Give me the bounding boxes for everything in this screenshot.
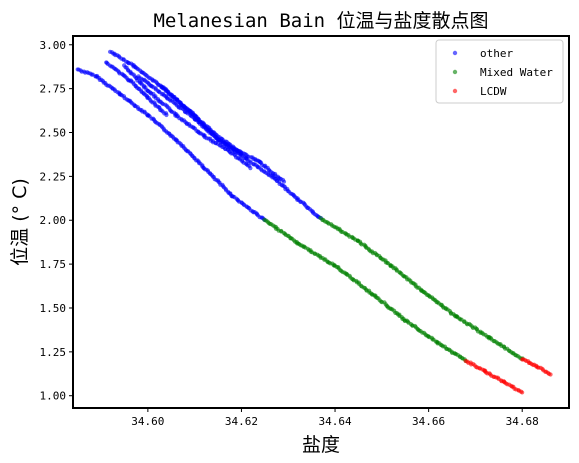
legend-label: Mixed Water xyxy=(480,66,553,79)
y-tick-label: 2.50 xyxy=(40,127,67,140)
y-tick-label: 2.25 xyxy=(40,170,67,183)
y-tick-label: 1.00 xyxy=(40,390,67,403)
legend-box xyxy=(435,39,564,104)
legend-marker xyxy=(452,88,458,94)
legend-items: other Mixed Water LCDW xyxy=(452,47,553,98)
y-tick-label: 1.50 xyxy=(40,302,67,315)
data-point-lcdw xyxy=(520,390,525,395)
x-tick-label: 34.62 xyxy=(225,415,258,428)
data-point-other xyxy=(248,166,253,171)
data-point-other xyxy=(164,112,169,118)
legend-label: LCDW xyxy=(480,85,507,98)
plot-area-frame xyxy=(72,35,570,409)
x-tick-label: 34.68 xyxy=(506,415,539,428)
x-tick-label: 34.66 xyxy=(412,415,445,428)
legend-marker xyxy=(452,69,458,75)
y-tick-label: 2.75 xyxy=(40,83,67,96)
data-points xyxy=(75,49,553,395)
y-axis-ticks: 1.00 1.25 1.50 1.75 2.00 2.25 2.50 2.75 3.00 xyxy=(40,39,73,403)
chart-title: Melanesian Bain 位温与盐度散点图 xyxy=(153,10,488,32)
x-axis-title: 盐度 xyxy=(302,434,340,456)
y-axis-title: 位温 (° C) xyxy=(9,178,31,266)
data-point-other xyxy=(281,179,287,184)
x-tick-label: 34.60 xyxy=(131,415,164,428)
legend: other Mixed Water LCDW xyxy=(435,39,564,104)
y-tick-label: 1.25 xyxy=(40,346,67,359)
legend-label: other xyxy=(480,47,513,60)
y-tick-label: 3.00 xyxy=(40,39,67,52)
legend-marker xyxy=(452,50,458,56)
y-tick-label: 1.75 xyxy=(40,258,67,271)
x-tick-label: 34.64 xyxy=(318,415,351,428)
y-tick-label: 2.00 xyxy=(40,214,67,227)
data-point-lcdw xyxy=(548,372,553,377)
x-axis-ticks: 34.60 34.62 34.64 34.66 34.68 xyxy=(131,408,539,428)
